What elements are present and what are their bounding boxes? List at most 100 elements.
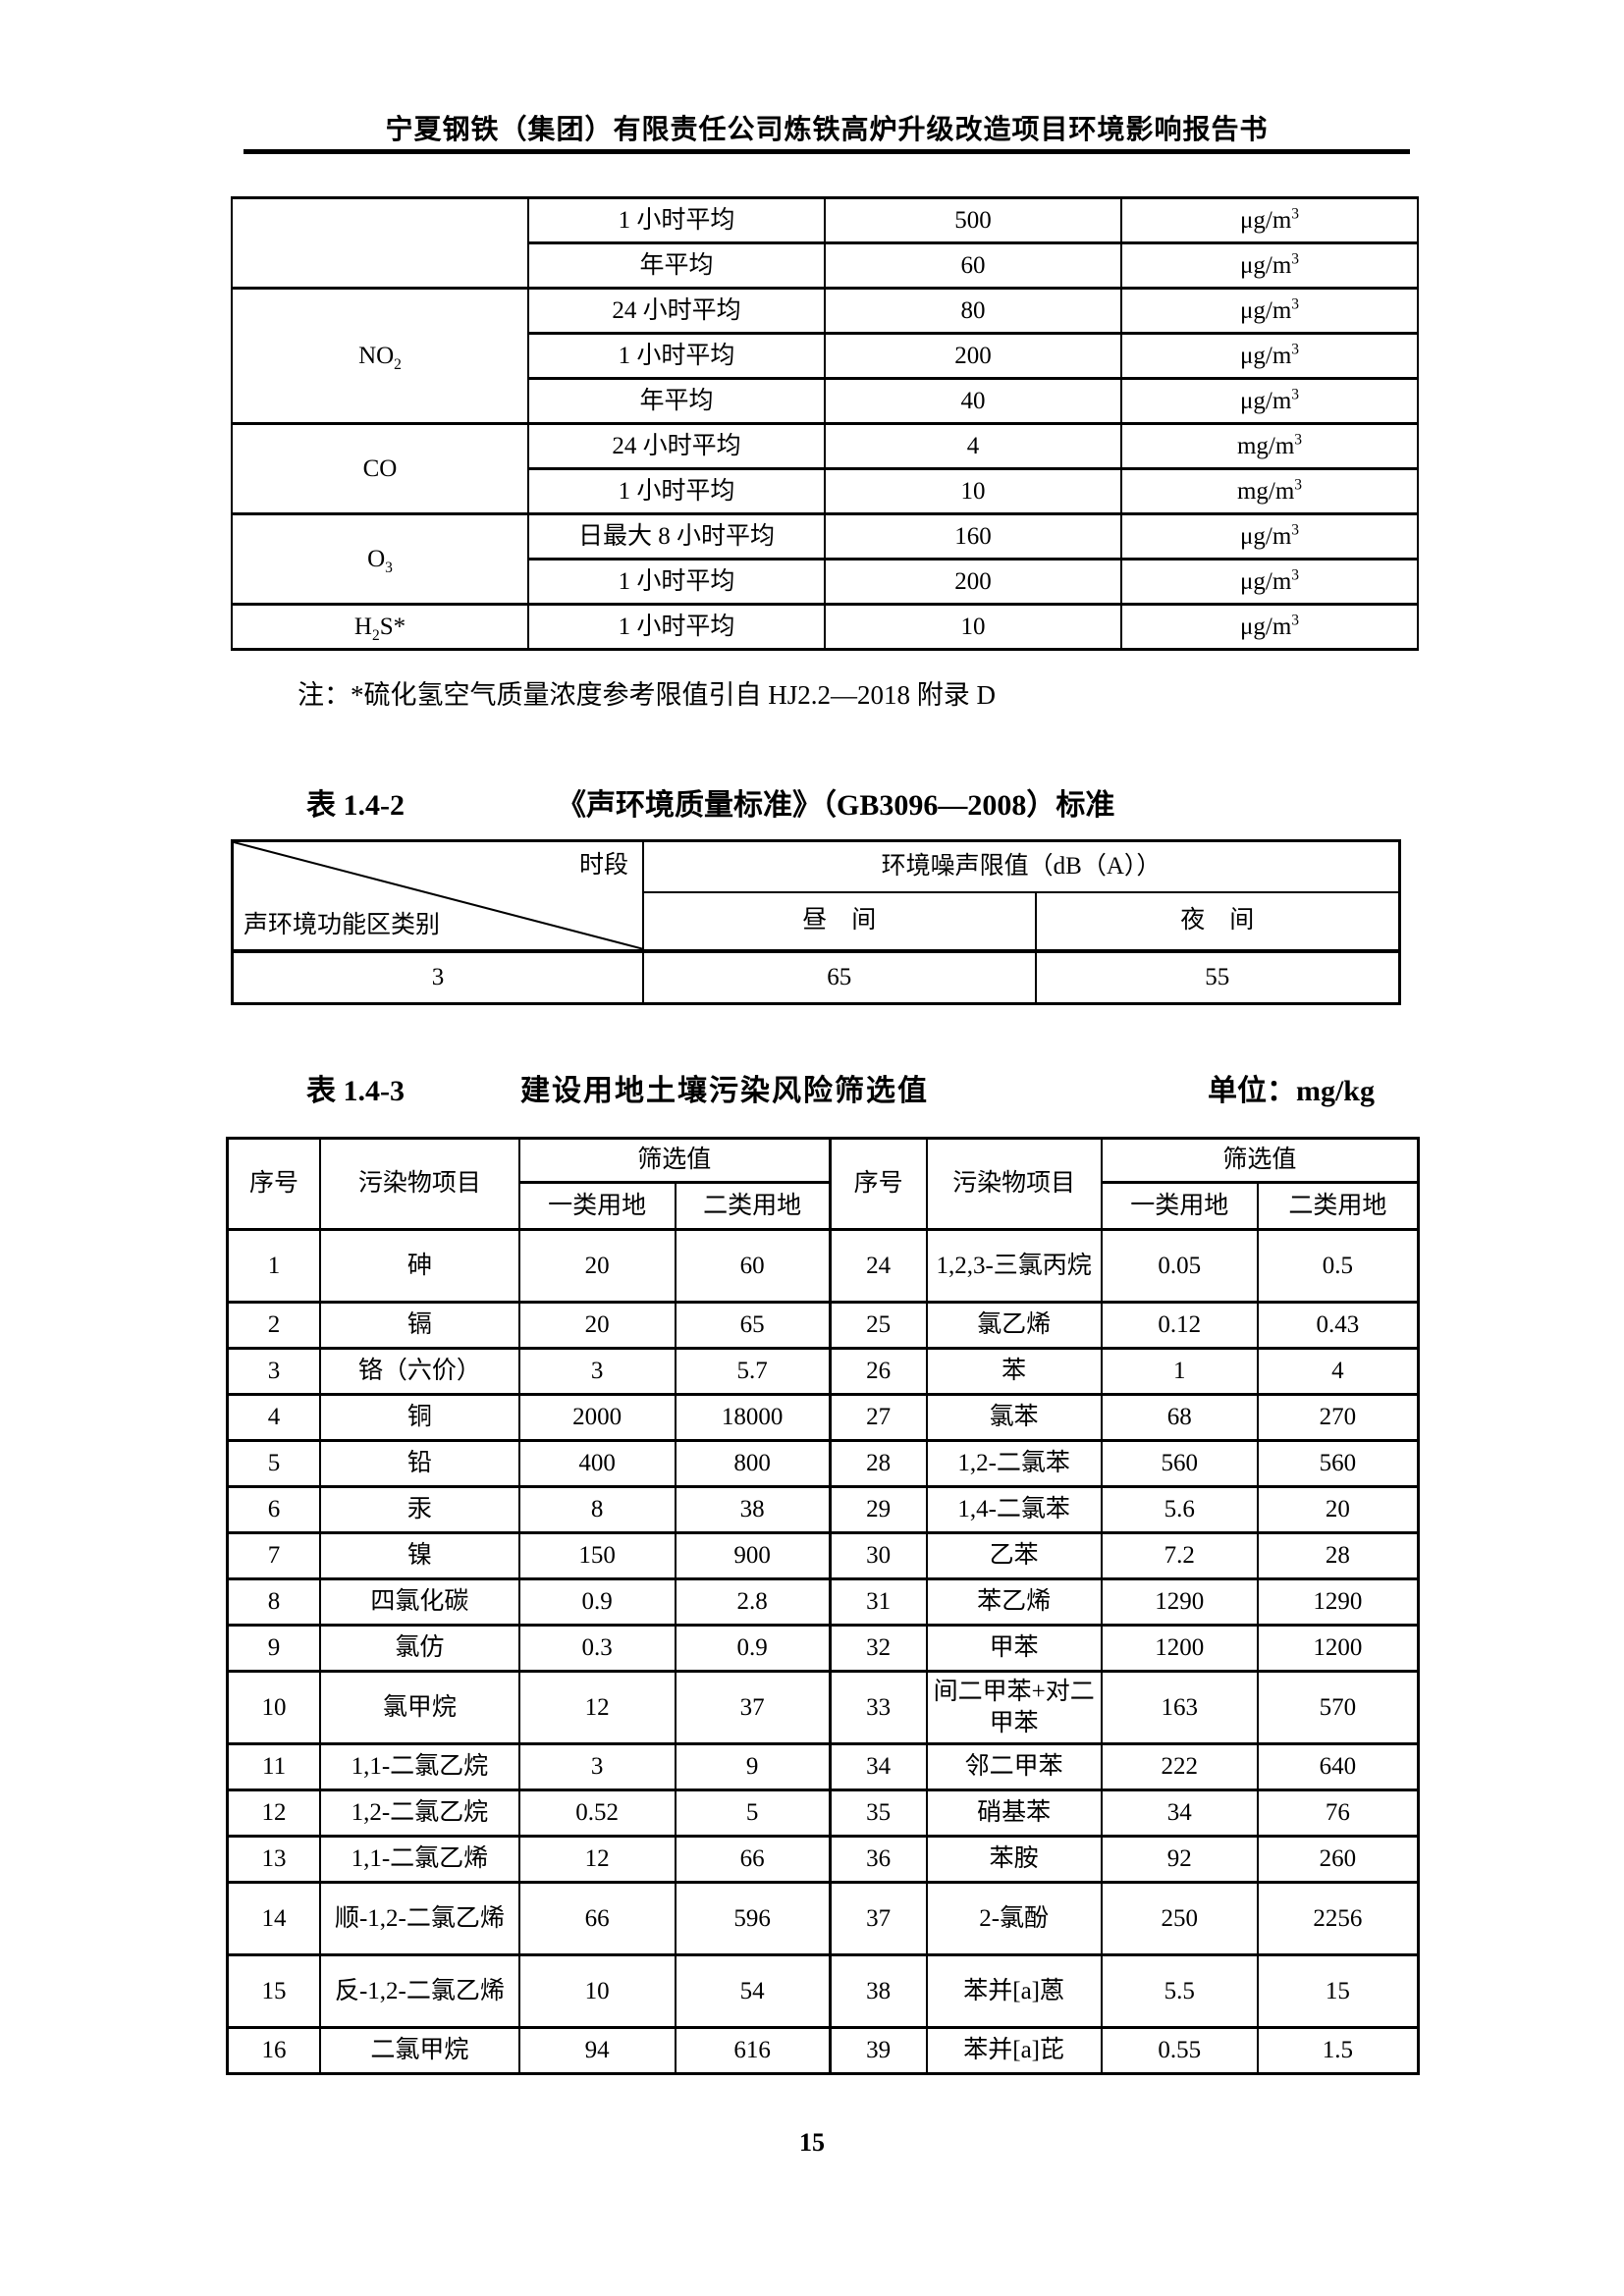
class2-cell: 560 (1256, 1439, 1420, 1488)
diagonal-header-cell: 时段 声环境功能区类别 (231, 839, 645, 952)
class1-cell: 92 (1100, 1835, 1259, 1884)
pollutant-cell: 汞 (319, 1485, 520, 1534)
value-cell: 10 (824, 603, 1122, 651)
table-caption: 表 1.4-3 建设用地土壤污染风险筛选值 单位：mg/kg (231, 1066, 1419, 1109)
class1-cell: 0.05 (1100, 1228, 1259, 1304)
no-cell: 12 (226, 1789, 322, 1838)
pollutant-cell: 苯 (925, 1347, 1103, 1396)
class2-cell: 65 (674, 1301, 832, 1350)
pollutant-cell: 苯胺 (925, 1835, 1103, 1884)
unit-cell: μg/m3 (1120, 287, 1419, 335)
diagonal-bottom-label: 声环境功能区类别 (244, 912, 441, 939)
soil-screening-table: 序号 污染物项目 筛选值 序号 污染物项目 筛选值 一类用地 二类用地 一类用地… (226, 1137, 1420, 2075)
table-row: 6 汞 8 38 29 1,4-二氯苯 5.6 20 (226, 1485, 1420, 1534)
class2-cell: 76 (1256, 1789, 1420, 1838)
pollutant-cell: 苯并[a]芘 (925, 2026, 1103, 2075)
class1-cell: 20 (517, 1228, 677, 1304)
class2-cell: 800 (674, 1439, 832, 1488)
class1-cell: 3 (517, 1347, 677, 1396)
pollutant-cell: 间二甲苯+对二甲苯 (925, 1670, 1103, 1745)
pollutant-cell: 镉 (319, 1301, 520, 1350)
no-cell: 27 (828, 1393, 928, 1442)
class2-cell: 38 (674, 1485, 832, 1534)
period-cell: 1 小时平均 (527, 558, 826, 606)
table-row: CO 24 小时平均 4 mg/m3 (231, 422, 1419, 515)
table-caption-title: 建设用地土壤污染风险筛选值 (520, 1075, 929, 1107)
pollutant-cell: 二氯甲烷 (319, 2026, 520, 2075)
class1-cell: 2000 (517, 1393, 677, 1442)
pollutant-cell: CO (231, 422, 529, 515)
class2-cell: 0.5 (1256, 1228, 1420, 1304)
no-cell: 31 (828, 1577, 928, 1627)
table-caption-label: 表 1.4-3 (306, 1075, 405, 1107)
diagonal-line (234, 842, 642, 949)
class1-cell: 10 (517, 1953, 677, 2029)
period-cell: 1 小时平均 (527, 332, 826, 380)
no-cell: 25 (828, 1301, 928, 1350)
no-cell: 2 (226, 1301, 322, 1350)
no-cell: 16 (226, 2026, 322, 2075)
period-cell: 1 小时平均 (527, 196, 826, 244)
day-limit-cell: 65 (642, 948, 1037, 1005)
class1-cell: 7.2 (1100, 1531, 1259, 1580)
table-footnote: 注：*硫化氢空气质量浓度参考限值引自 HJ2.2—2018 附录 D (298, 680, 997, 710)
pollutant-cell: 氯苯 (925, 1393, 1103, 1442)
col-header-screening: 筛选值 (517, 1137, 832, 1184)
table-row: 11 1,1-二氯乙烷 3 9 34 邻二甲苯 222 640 (226, 1742, 1420, 1791)
pollutant-cell: 顺-1,2-二氯乙烯 (319, 1881, 520, 1956)
unit-cell: μg/m3 (1120, 332, 1419, 380)
no-cell: 5 (226, 1439, 322, 1488)
value-cell: 10 (824, 467, 1122, 515)
pollutant-cell: 1,1-二氯乙烷 (319, 1742, 520, 1791)
table-row: 14 顺-1,2-二氯乙烯 66 596 37 2-氯酚 250 2256 (226, 1881, 1420, 1956)
night-header: 夜 间 (1034, 890, 1401, 952)
table-header-row: 一类用地 二类用地 一类用地 二类用地 (228, 1181, 1420, 1231)
table-row: 15 反-1,2-二氯乙烯 10 54 38 苯并[a]蒽 5.5 15 (226, 1953, 1420, 2029)
unit-cell: mg/m3 (1120, 467, 1419, 515)
pollutant-cell: H2S* (231, 603, 529, 651)
pollutant-cell (231, 196, 529, 290)
class2-cell: 20 (1256, 1485, 1420, 1534)
table-caption-label: 表 1.4-2 (306, 789, 405, 822)
class1-cell: 1290 (1100, 1577, 1259, 1627)
day-header: 昼 间 (642, 890, 1037, 952)
class1-cell: 68 (1100, 1393, 1259, 1442)
class2-cell: 570 (1256, 1670, 1420, 1745)
pollutant-cell: 四氯化碳 (319, 1577, 520, 1627)
class2-cell: 1290 (1256, 1577, 1420, 1627)
unit-cell: μg/m3 (1120, 241, 1419, 290)
no-cell: 14 (226, 1881, 322, 1956)
pollutant-cell: 苯并[a]蒽 (925, 1953, 1103, 2029)
no-cell: 8 (226, 1577, 322, 1627)
diagonal-top-label: 时段 (579, 852, 629, 879)
col-header-pollutant: 污染物项目 (319, 1137, 520, 1231)
no-cell: 29 (828, 1485, 928, 1534)
table-row: 12 1,2-二氯乙烷 0.52 5 35 硝基苯 34 76 (226, 1789, 1420, 1838)
class2-cell: 260 (1256, 1835, 1420, 1884)
pollutant-cell: 1,2,3-三氯丙烷 (925, 1228, 1103, 1304)
table-row: 13 1,1-二氯乙烯 12 66 36 苯胺 92 260 (226, 1835, 1420, 1884)
unit-cell: μg/m3 (1120, 558, 1419, 606)
table-row: O3 日最大 8 小时平均 160 μg/m3 (231, 512, 1419, 606)
col-header-screening: 筛选值 (1100, 1137, 1420, 1184)
table-caption: 表 1.4-2 《声环境质量标准》（GB3096—2008）标准 (231, 780, 1419, 824)
col-header-class1: 一类用地 (517, 1181, 677, 1231)
table-row: 1 小时平均 10 mg/m3 (232, 467, 1419, 515)
page-header-title: 宁夏钢铁（集团）有限责任公司炼铁高炉升级改造项目环境影响报告书 (385, 115, 1269, 145)
value-cell: 160 (824, 512, 1122, 561)
pollutant-cell: 邻二甲苯 (925, 1742, 1103, 1791)
table-header-row: 序号 污染物项目 筛选值 序号 污染物项目 筛选值 (226, 1137, 1420, 1231)
pollutant-cell: 镍 (319, 1531, 520, 1580)
class2-cell: 5.7 (674, 1347, 832, 1396)
class1-cell: 150 (517, 1531, 677, 1580)
no-cell: 28 (828, 1439, 928, 1488)
class1-cell: 1 (1100, 1347, 1259, 1396)
class1-cell: 5.5 (1100, 1953, 1259, 2029)
col-header-pollutant: 污染物项目 (925, 1137, 1103, 1231)
no-cell: 3 (226, 1347, 322, 1396)
class1-cell: 0.55 (1100, 2026, 1259, 2075)
table-row: 1 小时平均 200 μg/m3 (232, 558, 1419, 606)
pollutant-cell: 硝基苯 (925, 1789, 1103, 1838)
class2-cell: 2256 (1256, 1881, 1420, 1956)
